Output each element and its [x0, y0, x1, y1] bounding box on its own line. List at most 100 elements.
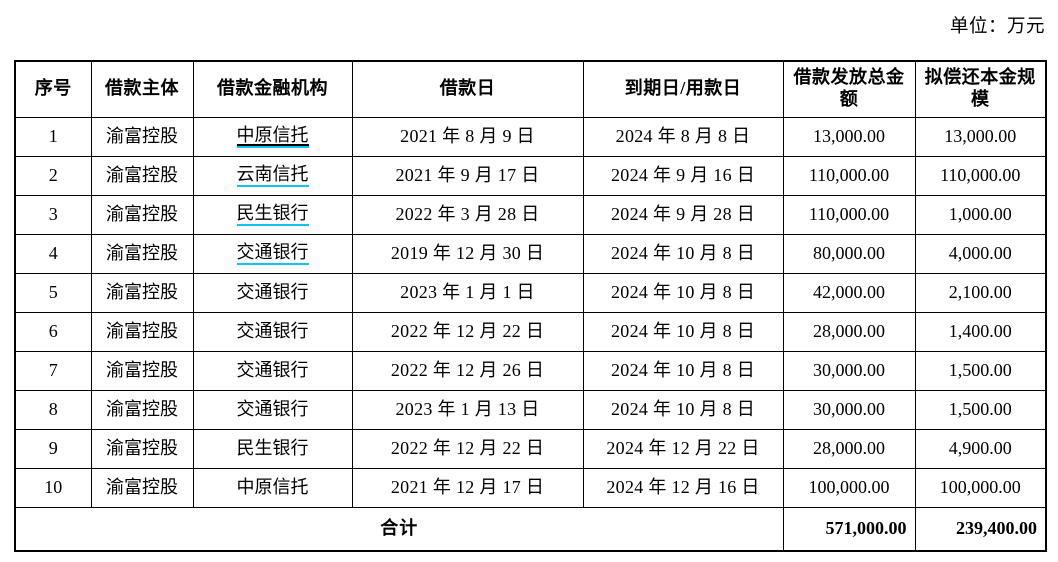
cell-total-amount: 30,000.00	[782, 350, 916, 391]
cell-due-date: 2024 年 12 月 22 日	[582, 428, 784, 469]
cell-total-amount: 100,000.00	[782, 467, 916, 508]
cell-loan-date: 2019 年 12 月 30 日	[351, 233, 584, 274]
table-footer: 合计 571,000.00 239,400.00	[14, 506, 1047, 552]
cell-due-date: 2024 年 10 月 8 日	[582, 233, 784, 274]
cell-loan-date: 2021 年 8 月 9 日	[351, 116, 584, 157]
cell-borrower-entity: 渝富控股	[90, 389, 194, 430]
cell-borrower-entity: 渝富控股	[90, 428, 194, 469]
cell-total-amount: 110,000.00	[782, 194, 916, 235]
cell-seq: 9	[14, 428, 92, 469]
cell-seq: 4	[14, 233, 92, 274]
cell-repay-scale: 1,400.00	[914, 311, 1047, 352]
table-row: 5 渝富控股 交通银行 2023 年 1 月 1 日 2024 年 10 月 8 日 42…	[14, 272, 1047, 313]
cell-financial-institution: 民生银行	[192, 428, 353, 469]
cell-loan-date: 2022 年 12 月 22 日	[351, 311, 584, 352]
cell-seq: 8	[14, 389, 92, 430]
cell-loan-date: 2021 年 9 月 17 日	[351, 155, 584, 196]
cell-loan-date: 2022 年 12 月 26 日	[351, 350, 584, 391]
cell-total-amount: 13,000.00	[782, 116, 916, 157]
cell-due-date: 2024 年 10 月 8 日	[582, 311, 784, 352]
institution-link[interactable]: 民生银行	[236, 204, 309, 226]
loan-schedule-table: 序号 借款主体 借款金融机构 借款日 到期日/用款日 借款发放总金额 拟偿还本金…	[14, 60, 1047, 552]
cell-borrower-entity: 渝富控股	[90, 116, 194, 157]
cell-borrower-entity: 渝富控股	[90, 272, 194, 313]
cell-seq: 7	[14, 350, 92, 391]
cell-financial-institution[interactable]: 中原信托	[192, 116, 353, 157]
loan-table-container: 序号 借款主体 借款金融机构 借款日 到期日/用款日 借款发放总金额 拟偿还本金…	[14, 60, 1047, 552]
cell-due-date: 2024 年 12 月 16 日	[582, 467, 784, 508]
cell-total-amount: 28,000.00	[782, 428, 916, 469]
cell-financial-institution: 交通银行	[192, 272, 353, 313]
cell-due-date: 2024 年 10 月 8 日	[582, 350, 784, 391]
total-row: 合计 571,000.00 239,400.00	[14, 506, 1047, 552]
institution-link[interactable]: 中原信托	[236, 126, 309, 148]
cell-loan-date: 2022 年 12 月 22 日	[351, 428, 584, 469]
cell-seq: 3	[14, 194, 92, 235]
table-row: 9 渝富控股 民生银行 2022 年 12 月 22 日 2024 年 12 月 22 …	[14, 428, 1047, 469]
column-header-due-date: 到期日/用款日	[582, 60, 784, 118]
cell-repay-scale: 100,000.00	[914, 467, 1047, 508]
column-header-borrower-entity: 借款主体	[90, 60, 194, 118]
column-header-loan-date: 借款日	[351, 60, 584, 118]
cell-due-date: 2024 年 10 月 8 日	[582, 272, 784, 313]
cell-seq: 6	[14, 311, 92, 352]
cell-borrower-entity: 渝富控股	[90, 467, 194, 508]
cell-repay-scale: 2,100.00	[914, 272, 1047, 313]
cell-repay-scale: 1,500.00	[914, 389, 1047, 430]
cell-financial-institution[interactable]: 交通银行	[192, 233, 353, 274]
cell-borrower-entity: 渝富控股	[90, 155, 194, 196]
cell-total-amount: 42,000.00	[782, 272, 916, 313]
table-header-row: 序号 借款主体 借款金融机构 借款日 到期日/用款日 借款发放总金额 拟偿还本金…	[14, 60, 1047, 118]
cell-repay-scale: 13,000.00	[914, 116, 1047, 157]
cell-seq: 1	[14, 116, 92, 157]
unit-note: 单位：万元	[949, 17, 1045, 37]
cell-loan-date: 2021 年 12 月 17 日	[351, 467, 584, 508]
table-header: 序号 借款主体 借款金融机构 借款日 到期日/用款日 借款发放总金额 拟偿还本金…	[14, 60, 1047, 118]
cell-repay-scale: 110,000.00	[914, 155, 1047, 196]
column-header-total-amount: 借款发放总金额	[782, 60, 916, 118]
column-header-seq: 序号	[14, 60, 92, 118]
cell-financial-institution: 中原信托	[192, 467, 353, 508]
column-header-financial-institution: 借款金融机构	[192, 60, 353, 118]
cell-total-amount: 110,000.00	[782, 155, 916, 196]
table-row: 7 渝富控股 交通银行 2022 年 12 月 26 日 2024 年 10 月 8 日…	[14, 350, 1047, 391]
institution-link[interactable]: 交通银行	[236, 243, 309, 265]
table-body: 1 渝富控股 中原信托 2021 年 8 月 9 日 2024 年 8 月 8 日 13,…	[14, 116, 1047, 508]
cell-repay-scale: 4,900.00	[914, 428, 1047, 469]
cell-financial-institution: 交通银行	[192, 350, 353, 391]
cell-total-amount: 28,000.00	[782, 311, 916, 352]
cell-due-date: 2024 年 10 月 8 日	[582, 389, 784, 430]
cell-loan-date: 2023 年 1 月 1 日	[351, 272, 584, 313]
cell-borrower-entity: 渝富控股	[90, 350, 194, 391]
total-amount-value: 571,000.00	[782, 506, 916, 552]
cell-seq: 2	[14, 155, 92, 196]
cell-financial-institution: 交通银行	[192, 311, 353, 352]
table-row: 10 渝富控股 中原信托 2021 年 12 月 17 日 2024 年 12 月 16…	[14, 467, 1047, 508]
institution-link[interactable]: 云南信托	[236, 165, 309, 187]
table-row: 1 渝富控股 中原信托 2021 年 8 月 9 日 2024 年 8 月 8 日 13,…	[14, 116, 1047, 157]
cell-seq: 10	[14, 467, 92, 508]
total-label: 合计	[14, 506, 784, 552]
cell-borrower-entity: 渝富控股	[90, 194, 194, 235]
cell-loan-date: 2023 年 1 月 13 日	[351, 389, 584, 430]
cell-repay-scale: 1,500.00	[914, 350, 1047, 391]
cell-repay-scale: 4,000.00	[914, 233, 1047, 274]
cell-financial-institution[interactable]: 民生银行	[192, 194, 353, 235]
cell-seq: 5	[14, 272, 92, 313]
cell-borrower-entity: 渝富控股	[90, 233, 194, 274]
cell-financial-institution[interactable]: 云南信托	[192, 155, 353, 196]
cell-total-amount: 30,000.00	[782, 389, 916, 430]
table-row: 4 渝富控股 交通银行 2019 年 12 月 30 日 2024 年 10 月 8 日…	[14, 233, 1047, 274]
column-header-repay-scale: 拟偿还本金规模	[914, 60, 1047, 118]
cell-repay-scale: 1,000.00	[914, 194, 1047, 235]
cell-total-amount: 80,000.00	[782, 233, 916, 274]
cell-due-date: 2024 年 9 月 28 日	[582, 194, 784, 235]
cell-due-date: 2024 年 9 月 16 日	[582, 155, 784, 196]
cell-financial-institution: 交通银行	[192, 389, 353, 430]
cell-borrower-entity: 渝富控股	[90, 311, 194, 352]
total-repay-scale-value: 239,400.00	[914, 506, 1047, 552]
